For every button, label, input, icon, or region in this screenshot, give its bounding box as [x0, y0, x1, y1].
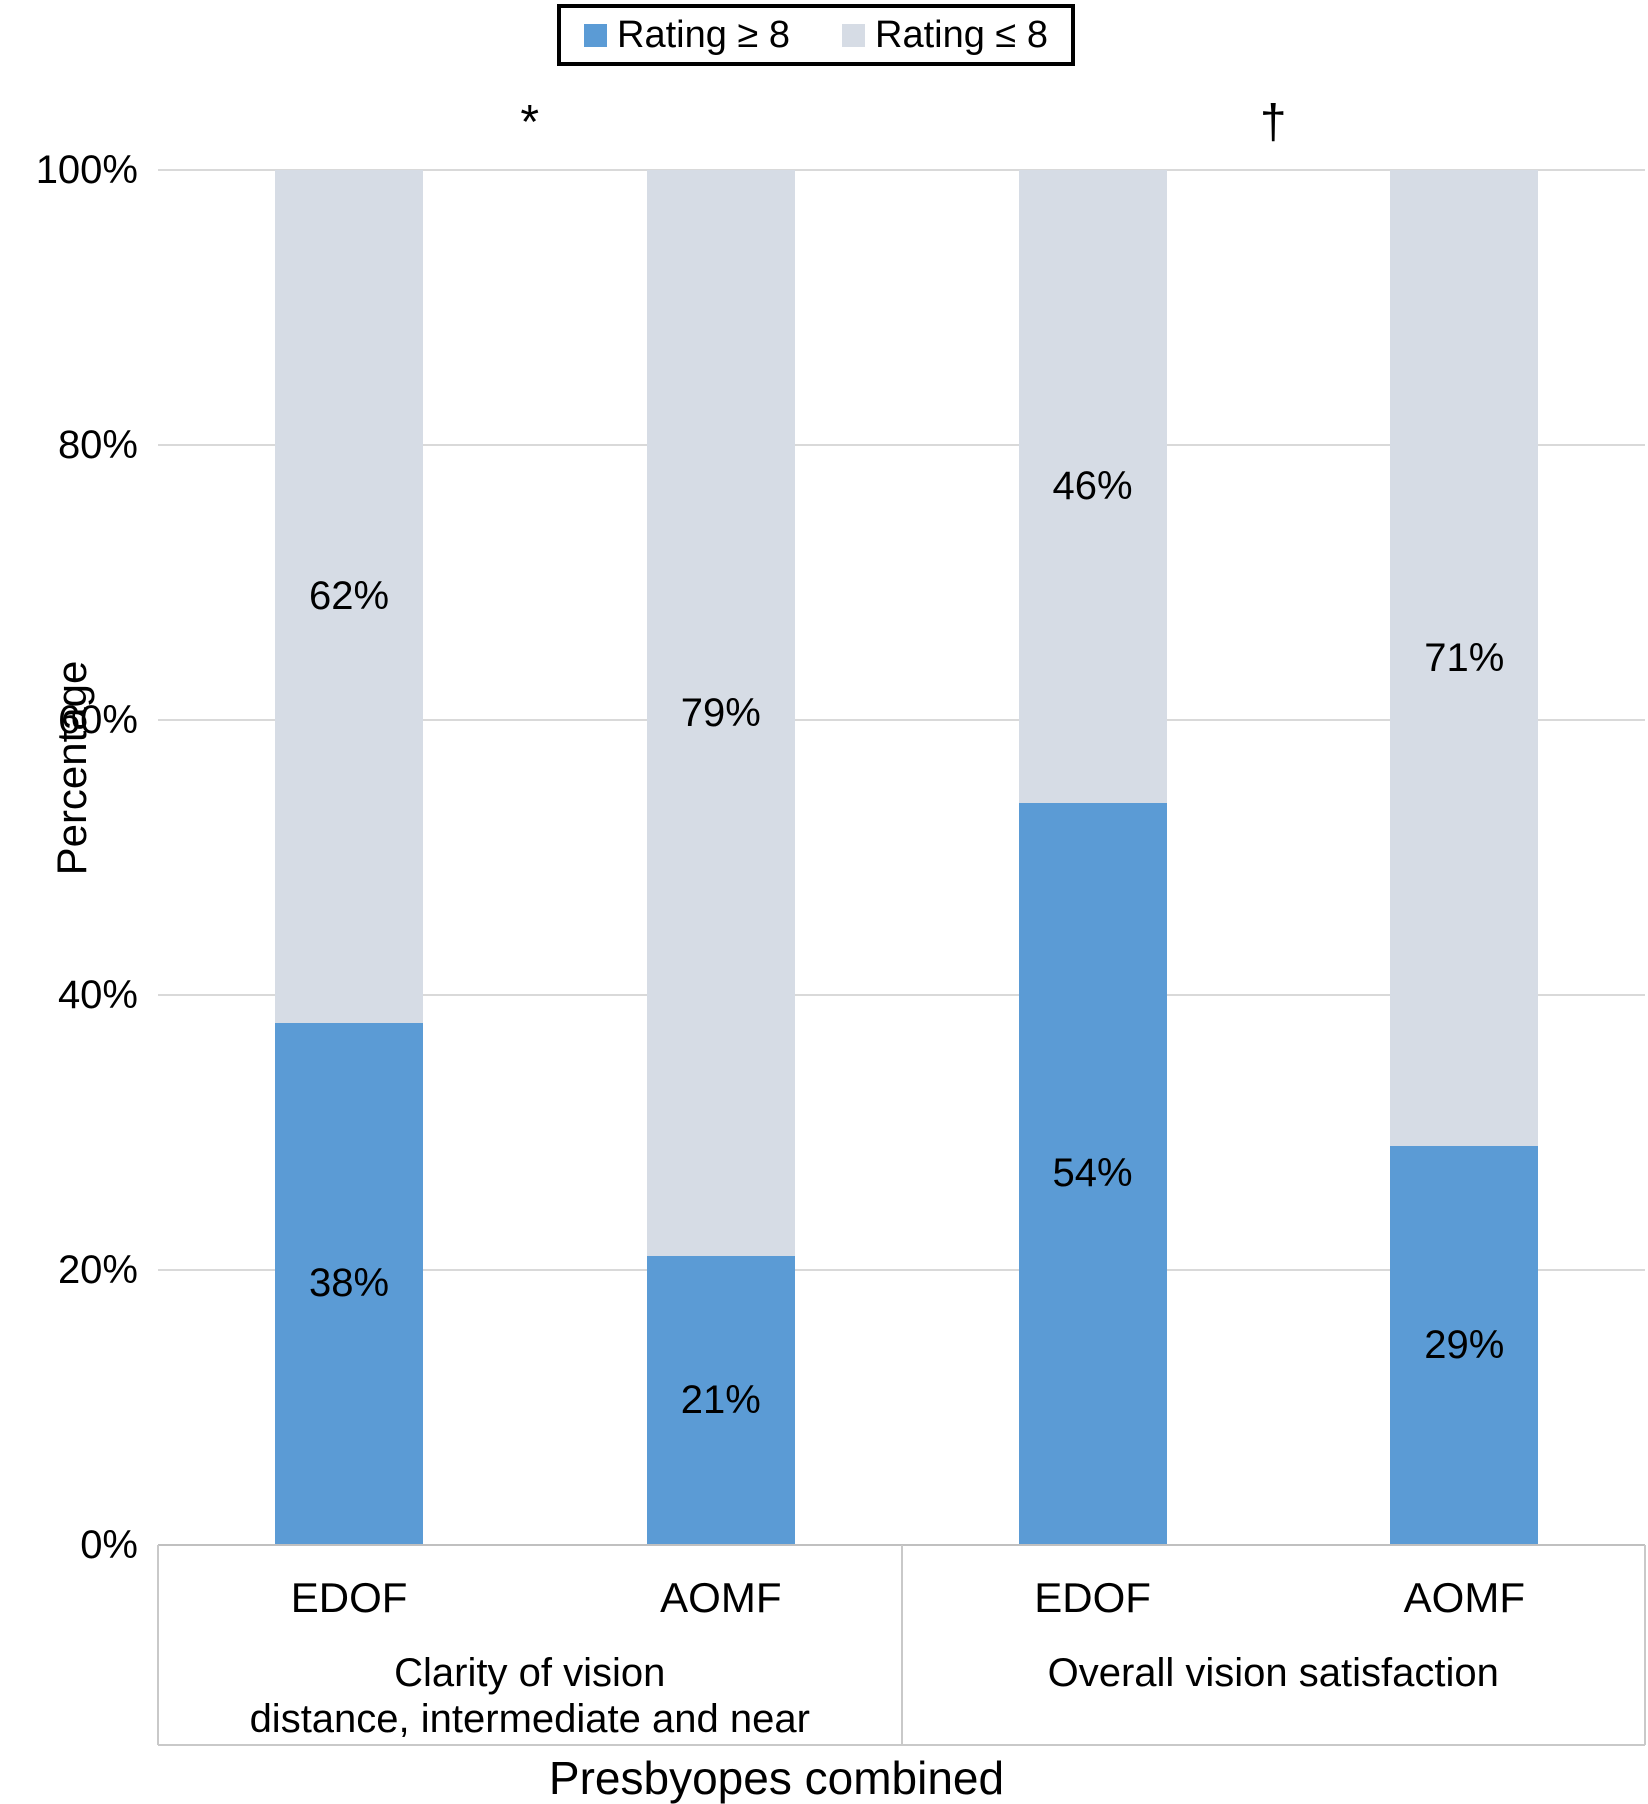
- chart-legend: Rating ≥ 8 Rating ≤ 8: [557, 4, 1075, 66]
- category-group-label-line: Clarity of vision: [394, 1651, 666, 1695]
- stacked-bar-aomf-group2: 29% 71%: [1390, 170, 1539, 1545]
- category-label-edof: EDOF: [1034, 1574, 1151, 1621]
- bar-segment: 71%: [1390, 170, 1539, 1147]
- plot-area: 38% 62% 21% 79% 54% 46% 29% 71%: [158, 169, 1645, 1546]
- legend-swatch-icon: [584, 23, 608, 47]
- legend-label: Rating ≤ 8: [875, 13, 1048, 56]
- category-label-aomf: AOMF: [660, 1574, 782, 1621]
- gridline-100-percent: [158, 169, 1645, 171]
- stacked-bar-aomf-group1: 21% 79%: [646, 170, 795, 1545]
- category-group-label-line: Overall vision satisfaction: [1047, 1651, 1499, 1695]
- stacked-bar-edof-group2: 54% 46%: [1018, 170, 1167, 1545]
- y-tick-label: 80%: [57, 423, 138, 467]
- category-axis-divider: [900, 1545, 903, 1745]
- bar-segment-value-label: 46%: [1052, 463, 1133, 508]
- stacked-bar-edof-group1: 38% 62%: [275, 170, 424, 1545]
- bar-segment-value-label: 38%: [309, 1261, 390, 1306]
- legend-label: Rating ≥ 8: [617, 13, 790, 56]
- gridline-80-percent: [158, 444, 1645, 446]
- y-tick-label: 100%: [35, 148, 138, 192]
- bar-segment: 38%: [275, 1022, 424, 1545]
- bar-segment: 29%: [1390, 1146, 1539, 1545]
- y-tick-label: 0%: [80, 1523, 138, 1567]
- bar-segment: 46%: [1018, 170, 1167, 803]
- bar-segment: 62%: [275, 170, 424, 1023]
- bar-segment: 21%: [646, 1256, 795, 1545]
- y-tick-label: 60%: [57, 698, 138, 742]
- bar-segment-value-label: 29%: [1424, 1323, 1505, 1368]
- bar-segment: 79%: [646, 170, 795, 1257]
- category-axis-divider: [1644, 1545, 1646, 1745]
- x-axis-title: Presbyopes combined: [548, 1752, 1005, 1804]
- bar-segment-value-label: 21%: [680, 1378, 761, 1423]
- category-label-edof: EDOF: [290, 1574, 408, 1621]
- y-tick-label: 40%: [57, 973, 138, 1017]
- gridline-20-percent: [158, 1269, 1645, 1271]
- bar-segment-value-label: 54%: [1052, 1151, 1133, 1196]
- legend-item: Rating ≤ 8: [842, 14, 1048, 57]
- bar-segment-value-label: 62%: [309, 573, 390, 618]
- legend-item: Rating ≥ 8: [584, 14, 790, 57]
- category-label-aomf: AOMF: [1403, 1574, 1525, 1621]
- y-tick-label: 20%: [57, 1248, 138, 1292]
- gridline-60-percent: [158, 719, 1645, 721]
- significance-annotation: *: [520, 96, 540, 149]
- category-axis-bottom-border: [158, 1744, 1645, 1746]
- bar-segment-value-label: 71%: [1424, 635, 1505, 680]
- category-axis-divider: [157, 1545, 159, 1745]
- category-group-label-line: distance, intermediate and near: [249, 1697, 810, 1741]
- bar-segment: 54%: [1018, 802, 1167, 1545]
- legend-swatch-icon: [842, 23, 865, 47]
- y-axis-title: Percentage: [48, 660, 95, 876]
- significance-annotation: †: [1259, 96, 1287, 149]
- gridline-40-percent: [158, 994, 1645, 996]
- bar-segment-value-label: 79%: [680, 690, 761, 735]
